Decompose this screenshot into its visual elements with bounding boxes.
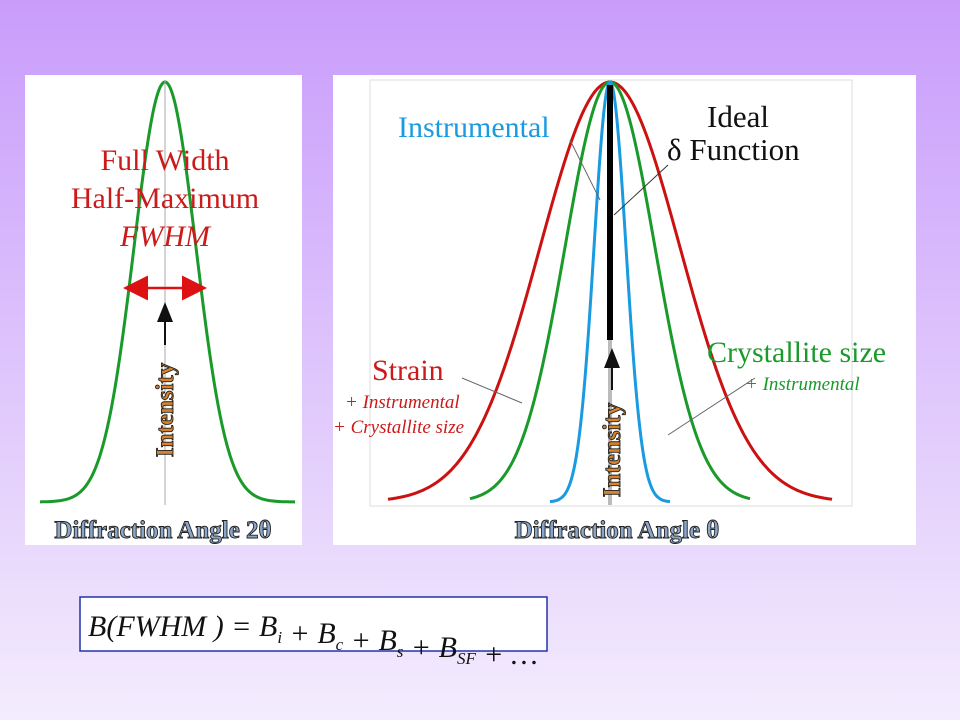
formula-subscript: i	[277, 628, 282, 647]
formula-subscript: SF	[457, 649, 477, 668]
curves	[40, 80, 833, 504]
formula-subscript: c	[336, 635, 344, 654]
strain-label: Strain	[372, 354, 444, 387]
formula-term: =	[224, 610, 259, 643]
formula-term: +	[282, 617, 317, 650]
formula-term: B	[259, 610, 277, 643]
formula-subscript: s	[397, 642, 404, 661]
leader-line	[667, 377, 756, 436]
formula-term: +	[403, 631, 438, 664]
leader-line	[461, 377, 523, 404]
fwhm-label: Full Width	[100, 144, 229, 177]
formula-term: B	[439, 631, 457, 664]
formula-term: B(FWHM )	[88, 610, 224, 643]
formula-term: B	[378, 624, 396, 657]
crystallite-note: + Instrumental	[745, 374, 860, 395]
plot-frame	[369, 79, 853, 507]
strain-note: + Crystallite size	[333, 417, 464, 438]
peak-curve	[549, 80, 671, 504]
crystallite-label: Crystallite size	[707, 336, 886, 369]
y-axis-label: Intensity	[599, 402, 626, 497]
x-axis-label: Diffraction Angle θ	[515, 517, 720, 544]
ideal-label: δ Function	[667, 132, 800, 167]
instrumental-label: Instrumental	[398, 111, 550, 144]
peak-curve	[40, 80, 295, 504]
x-axis-label: Diffraction Angle 2θ	[54, 517, 271, 544]
y-axis-label: Intensity	[152, 362, 179, 457]
strain-note: + Instrumental	[345, 392, 460, 413]
leader-line	[569, 139, 601, 201]
formula-term: +	[343, 624, 378, 657]
fwhm-label: Half-Maximum	[71, 182, 259, 215]
formula-term: B	[317, 617, 335, 650]
fwhm-abbrev: FWHM	[119, 220, 212, 253]
right-panel	[333, 75, 916, 545]
formula-box	[79, 596, 548, 652]
leader-line	[613, 164, 669, 216]
ideal-label: Ideal	[707, 99, 769, 134]
formula: B(FWHM ) = Bi + Bc + Bs + BSF + …	[88, 610, 538, 671]
formula-term: + …	[476, 638, 538, 671]
